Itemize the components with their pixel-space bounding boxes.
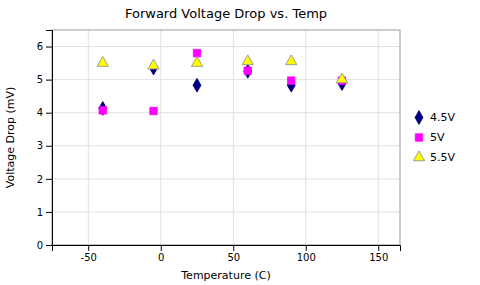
point: [148, 59, 159, 69]
tick: 4: [37, 107, 52, 118]
legend: 4.5V 5V 5.5V: [413, 111, 455, 165]
tick-mark: [161, 245, 162, 251]
tick-label: 1: [37, 207, 43, 218]
tick-mark: [378, 245, 379, 251]
tick: 150: [369, 245, 388, 263]
series: [99, 61, 346, 115]
tick: 0: [37, 240, 52, 251]
legend-label: 4.5V: [430, 111, 455, 124]
tick-label: 3: [37, 140, 43, 151]
legend-label: 5.5V: [430, 151, 455, 164]
tick: 50: [227, 245, 240, 263]
tick-label: 4: [37, 107, 43, 118]
point: [244, 64, 252, 78]
plot-frame: [52, 30, 400, 245]
points: [97, 49, 348, 115]
y-axis-title: Voltage Drop (mV): [4, 87, 17, 189]
tick-label: 0: [37, 240, 43, 251]
tick: 6: [37, 41, 52, 52]
point: [193, 78, 201, 92]
legend-symbol: [415, 134, 422, 141]
tick-label: 2: [37, 174, 43, 185]
plot: -50 0 50 100 150 0 1 2 3 4 5 6: [37, 30, 401, 263]
tick-mark: [46, 47, 52, 48]
point: [99, 101, 107, 115]
point: [288, 77, 295, 84]
tick: -50: [81, 245, 97, 263]
point: [193, 49, 200, 56]
series: [97, 55, 348, 83]
grid-line: [378, 30, 379, 245]
tick-label: 0: [158, 252, 164, 263]
point: [244, 67, 251, 74]
point: [97, 57, 108, 67]
tick-label: 150: [369, 252, 388, 263]
grid-line: [52, 145, 400, 146]
legend-item: 4.5V: [415, 111, 455, 125]
legend-symbol: [413, 151, 424, 161]
x-axis-title: Temperature (C): [180, 269, 270, 282]
tick-mark: [233, 245, 234, 251]
grid: [52, 30, 400, 245]
point: [336, 73, 347, 83]
grid-line: [88, 30, 89, 245]
tick-mark: [46, 113, 52, 114]
tick: 1: [37, 207, 52, 218]
point: [242, 55, 253, 65]
tick-mark: [306, 245, 307, 251]
chart: -50 0 50 100 150 0 1 2 3 4 5 6 Forward Voltage Drop …: [0, 0, 480, 285]
grid-line: [52, 211, 400, 212]
tick-label: 5: [37, 74, 43, 85]
tick-label: -50: [81, 252, 97, 263]
tick: 2: [37, 174, 52, 185]
grid-line: [52, 46, 400, 47]
tick-mark: [46, 146, 52, 147]
point: [191, 57, 202, 67]
series: [99, 49, 346, 114]
tick-label: 100: [297, 252, 316, 263]
legend-label: 5V: [430, 131, 445, 144]
grid-line: [52, 79, 400, 80]
grid-line: [52, 178, 400, 179]
grid-line: [305, 30, 306, 245]
title: Forward Voltage Drop vs. Temp: [125, 6, 327, 21]
tick: 0: [158, 245, 164, 263]
x-axis: -50 0 50 100 150: [53, 245, 401, 263]
grid-line: [233, 30, 234, 245]
tick-mark: [46, 80, 52, 81]
tick-label: 50: [227, 252, 240, 263]
tick-label: 6: [37, 41, 43, 52]
tick-mark: [46, 245, 52, 246]
tick-mark: [46, 179, 52, 180]
point: [150, 107, 157, 114]
tick: 5: [37, 74, 52, 85]
tick: 3: [37, 140, 52, 151]
point: [286, 55, 297, 65]
legend-symbol: [415, 111, 423, 125]
axis-line: [53, 246, 401, 252]
tick-mark: [46, 212, 52, 213]
y-axis: 0 1 2 3 4 5 6: [37, 31, 53, 251]
legend-item: 5V: [415, 131, 445, 144]
point: [99, 107, 106, 114]
grid-line: [160, 30, 161, 245]
tick: 100: [297, 245, 316, 263]
legend-item: 5.5V: [413, 151, 455, 164]
axis-line: [46, 31, 53, 246]
tick-mark: [88, 245, 89, 251]
